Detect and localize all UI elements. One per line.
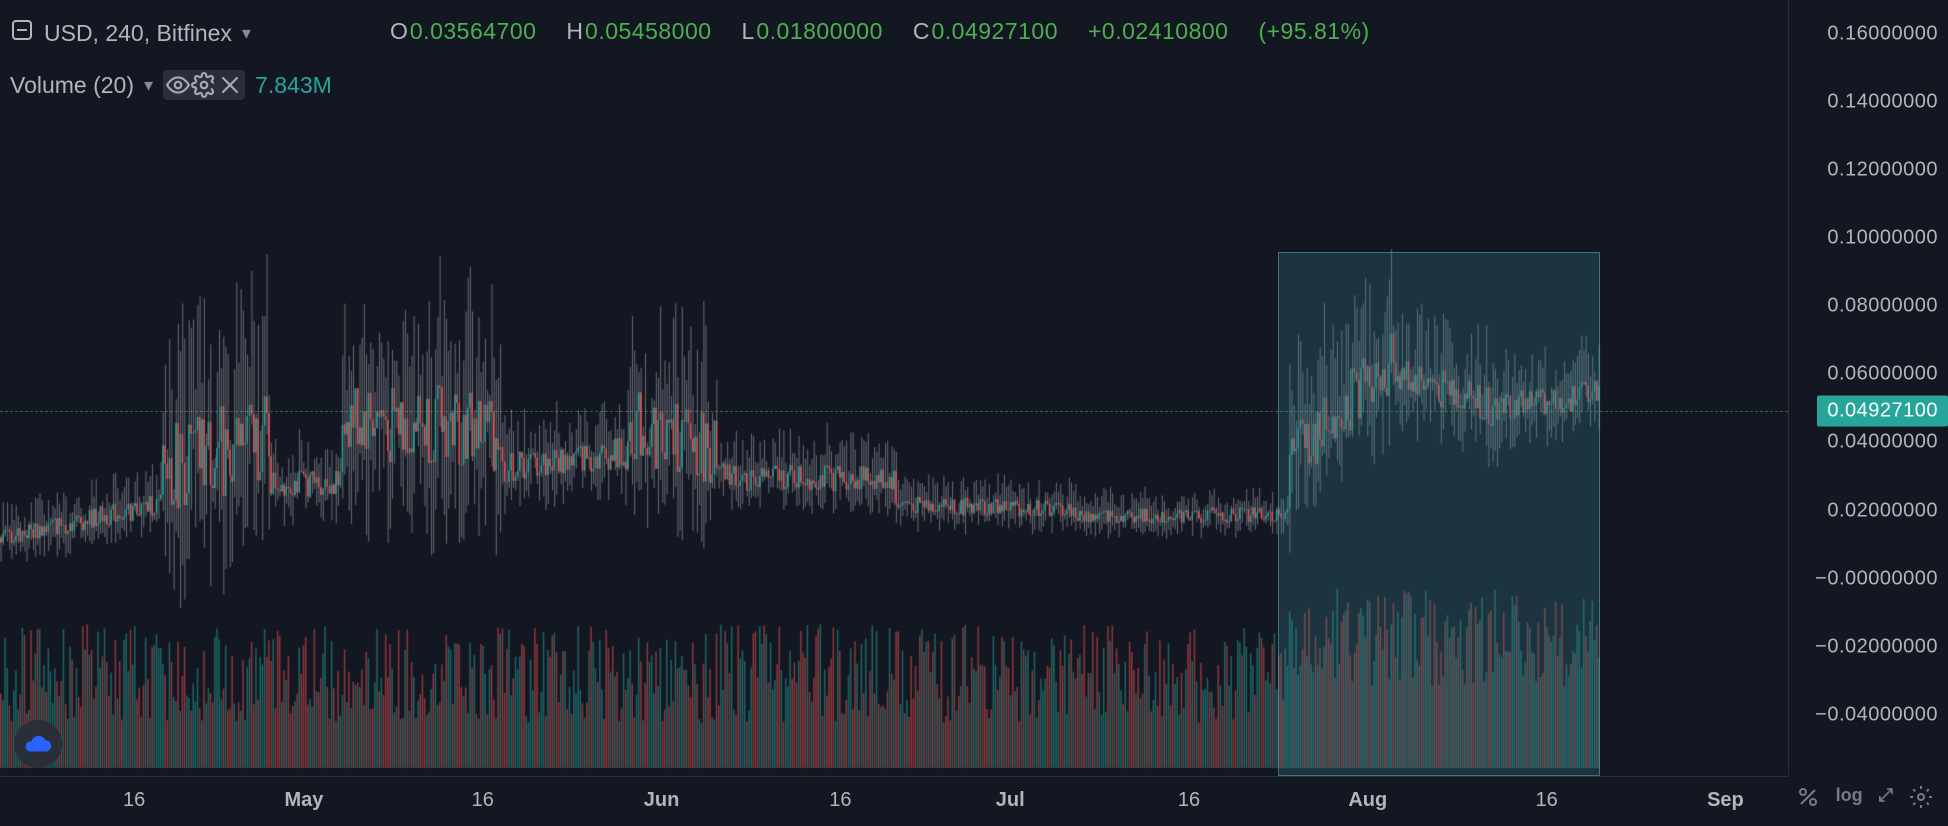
volume-label[interactable]: Volume (20) [10,72,134,99]
price-tick: 0.16000000 [1827,23,1938,46]
time-tick: 16 [1178,789,1200,812]
chevron-down-icon[interactable]: ▾ [242,23,251,44]
percent-icon[interactable] [1796,785,1820,814]
high-value: 0.05458000 [585,18,712,44]
change-pct-value: (+95.81%) [1258,18,1369,45]
time-tick: 16 [829,789,851,812]
time-tick: Sep [1707,789,1744,812]
menu-icon[interactable] [10,18,34,48]
price-tick: 0.02000000 [1827,499,1938,522]
price-tick: 0.04000000 [1827,431,1938,454]
close-value: 0.04927100 [931,18,1058,44]
time-tick: Jun [644,789,680,812]
gear-icon[interactable] [1909,785,1933,814]
price-tick: −0.04000000 [1815,703,1938,726]
price-tick: 0.08000000 [1827,295,1938,318]
gear-icon[interactable] [191,72,217,98]
symbol-legend[interactable]: USD, 240, Bitfinex ▾ [10,18,251,48]
chart-container: USD, 240, Bitfinex ▾ O0.03564700 H0.0545… [0,0,1948,826]
indicator-controls [163,70,245,100]
change-value: +0.02410800 [1088,18,1228,45]
close-icon[interactable] [217,72,243,98]
high-label: H [566,18,583,44]
time-tick: 16 [1535,789,1557,812]
time-scale[interactable]: 16 May 16 Jun 16 Jul 16 Aug 16 Sep [0,776,1788,826]
volume-value: 7.843M [255,72,332,99]
auto-icon[interactable]: ⤢ [1879,785,1893,814]
highlight-region[interactable] [1278,252,1600,776]
price-tick: −0.02000000 [1815,635,1938,658]
time-tick: 16 [472,789,494,812]
open-value: 0.03564700 [410,18,537,44]
eye-icon[interactable] [165,72,191,98]
volume-legend[interactable]: Volume (20) ▾ 7.843M [10,70,332,100]
price-tick: 0.12000000 [1827,159,1938,182]
time-tick: 16 [123,789,145,812]
cloud-badge[interactable] [14,720,62,768]
chevron-down-icon[interactable]: ▾ [144,75,153,96]
price-tick: −0.00000000 [1815,567,1938,590]
time-tick: May [285,789,324,812]
time-tick: Jul [996,789,1025,812]
log-icon[interactable]: log [1836,785,1863,814]
time-scale-controls: log ⤢ [1796,785,1933,814]
plot-area[interactable] [0,0,1788,776]
low-value: 0.01800000 [756,18,883,44]
price-tick: 0.10000000 [1827,227,1938,250]
price-scale[interactable]: 0.16000000 0.14000000 0.12000000 0.10000000… [1788,0,1948,775]
price-tick: 0.14000000 [1827,91,1938,114]
current-price-tag: 0.04927100 [1817,395,1948,426]
price-tick: 0.06000000 [1827,363,1938,386]
low-label: L [742,18,755,44]
symbol-label[interactable]: USD, 240, Bitfinex [44,20,232,47]
open-label: O [390,18,408,44]
close-label: C [913,18,930,44]
ohlc-bar: O0.03564700 H0.05458000 L0.01800000 C0.0… [390,18,1370,45]
time-tick: Aug [1348,789,1387,812]
